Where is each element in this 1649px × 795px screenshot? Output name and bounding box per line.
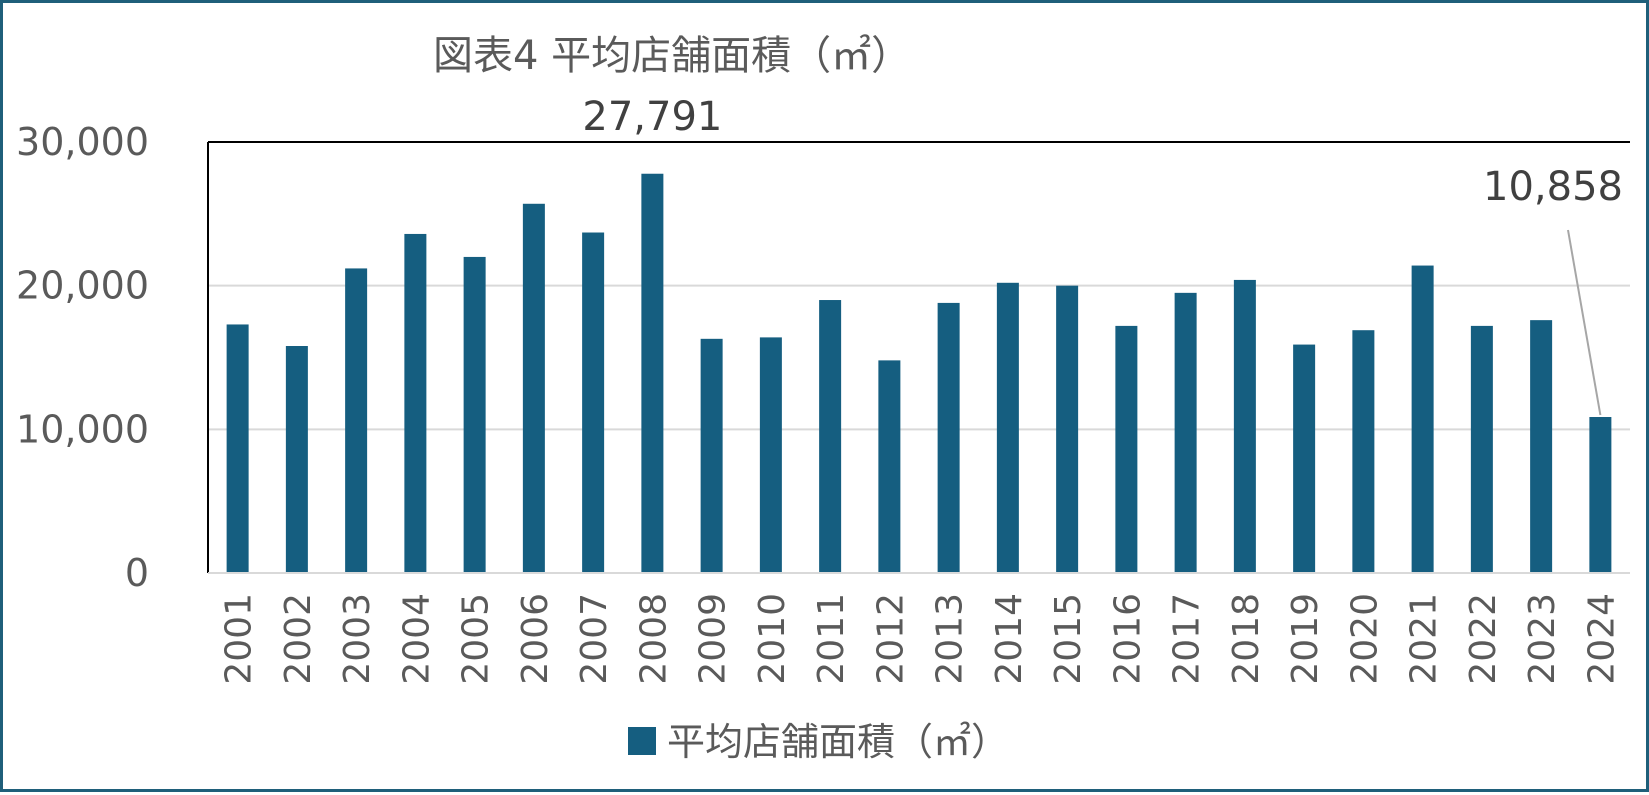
x-tick-label: 2001	[219, 593, 260, 685]
bar	[1115, 325, 1138, 573]
bar	[522, 203, 545, 573]
legend-label: 平均店舗面積（㎡）	[667, 720, 1009, 764]
x-tick-label: 2004	[396, 593, 437, 685]
bar	[937, 302, 960, 573]
x-tick-label: 2024	[1581, 593, 1622, 685]
y-tick-label: 30,000	[16, 120, 149, 164]
x-tick-label: 2009	[693, 593, 734, 685]
bar	[285, 346, 308, 573]
legend: 平均店舗面積（㎡）	[628, 720, 1009, 764]
x-tick-label: 2011	[811, 593, 852, 685]
bar	[463, 256, 486, 573]
x-tick-label: 2007	[574, 593, 615, 685]
bar	[1530, 320, 1553, 573]
bar	[345, 268, 368, 573]
x-tick-label: 2005	[456, 593, 497, 685]
x-axis-ticks: 2001 2002 2003 2004 2005 2006 2007 2008 2009 2010…	[219, 593, 1623, 685]
bar	[819, 300, 842, 573]
data-label: 27,791	[582, 94, 722, 140]
axes	[207, 141, 1630, 574]
bar	[996, 282, 1019, 573]
bar	[226, 324, 249, 573]
data-label: 10,858	[1483, 164, 1623, 210]
x-tick-label: 2013	[930, 593, 971, 685]
x-tick-label: 2003	[337, 593, 378, 685]
x-tick-label: 2015	[1048, 593, 1089, 685]
bar	[700, 338, 723, 573]
data-labels: 27,791 10,858	[582, 94, 1623, 416]
y-tick-label: 0	[125, 551, 149, 595]
y-tick-label: 20,000	[16, 264, 149, 308]
bar	[404, 233, 427, 574]
bar	[878, 360, 901, 573]
x-tick-label: 2010	[752, 593, 793, 685]
x-tick-label: 2019	[1285, 593, 1326, 685]
x-tick-label: 2012	[870, 593, 911, 685]
bar	[1056, 285, 1079, 573]
x-tick-label: 2014	[989, 593, 1030, 685]
x-tick-label: 2008	[633, 593, 674, 685]
x-tick-label: 2020	[1344, 593, 1385, 685]
x-tick-label: 2021	[1404, 593, 1445, 685]
x-tick-label: 2018	[1226, 593, 1267, 685]
bar	[1589, 417, 1612, 573]
x-tick-label: 2023	[1522, 593, 1563, 685]
legend-swatch	[628, 727, 656, 755]
leader-line	[1567, 229, 1602, 416]
bar	[1293, 344, 1316, 573]
bar	[759, 337, 782, 573]
x-tick-label: 2017	[1167, 593, 1208, 685]
y-tick-label: 10,000	[16, 407, 149, 451]
x-tick-label: 2006	[515, 593, 556, 685]
gridlines	[208, 284, 1630, 431]
bar	[641, 173, 664, 573]
chart-title: 図表4 平均店舗面積（㎡）	[433, 33, 911, 79]
bars	[226, 173, 1612, 574]
x-tick-label: 2016	[1107, 593, 1148, 685]
bar	[1470, 325, 1493, 573]
x-tick-label: 2022	[1463, 593, 1504, 685]
bar	[1352, 330, 1375, 573]
bar	[582, 232, 605, 573]
y-axis-ticks: 0 10,000 20,000 30,000	[16, 120, 149, 595]
bar	[1174, 292, 1197, 573]
bar	[1411, 265, 1434, 573]
bar	[1233, 279, 1256, 573]
x-tick-label: 2002	[278, 593, 319, 685]
